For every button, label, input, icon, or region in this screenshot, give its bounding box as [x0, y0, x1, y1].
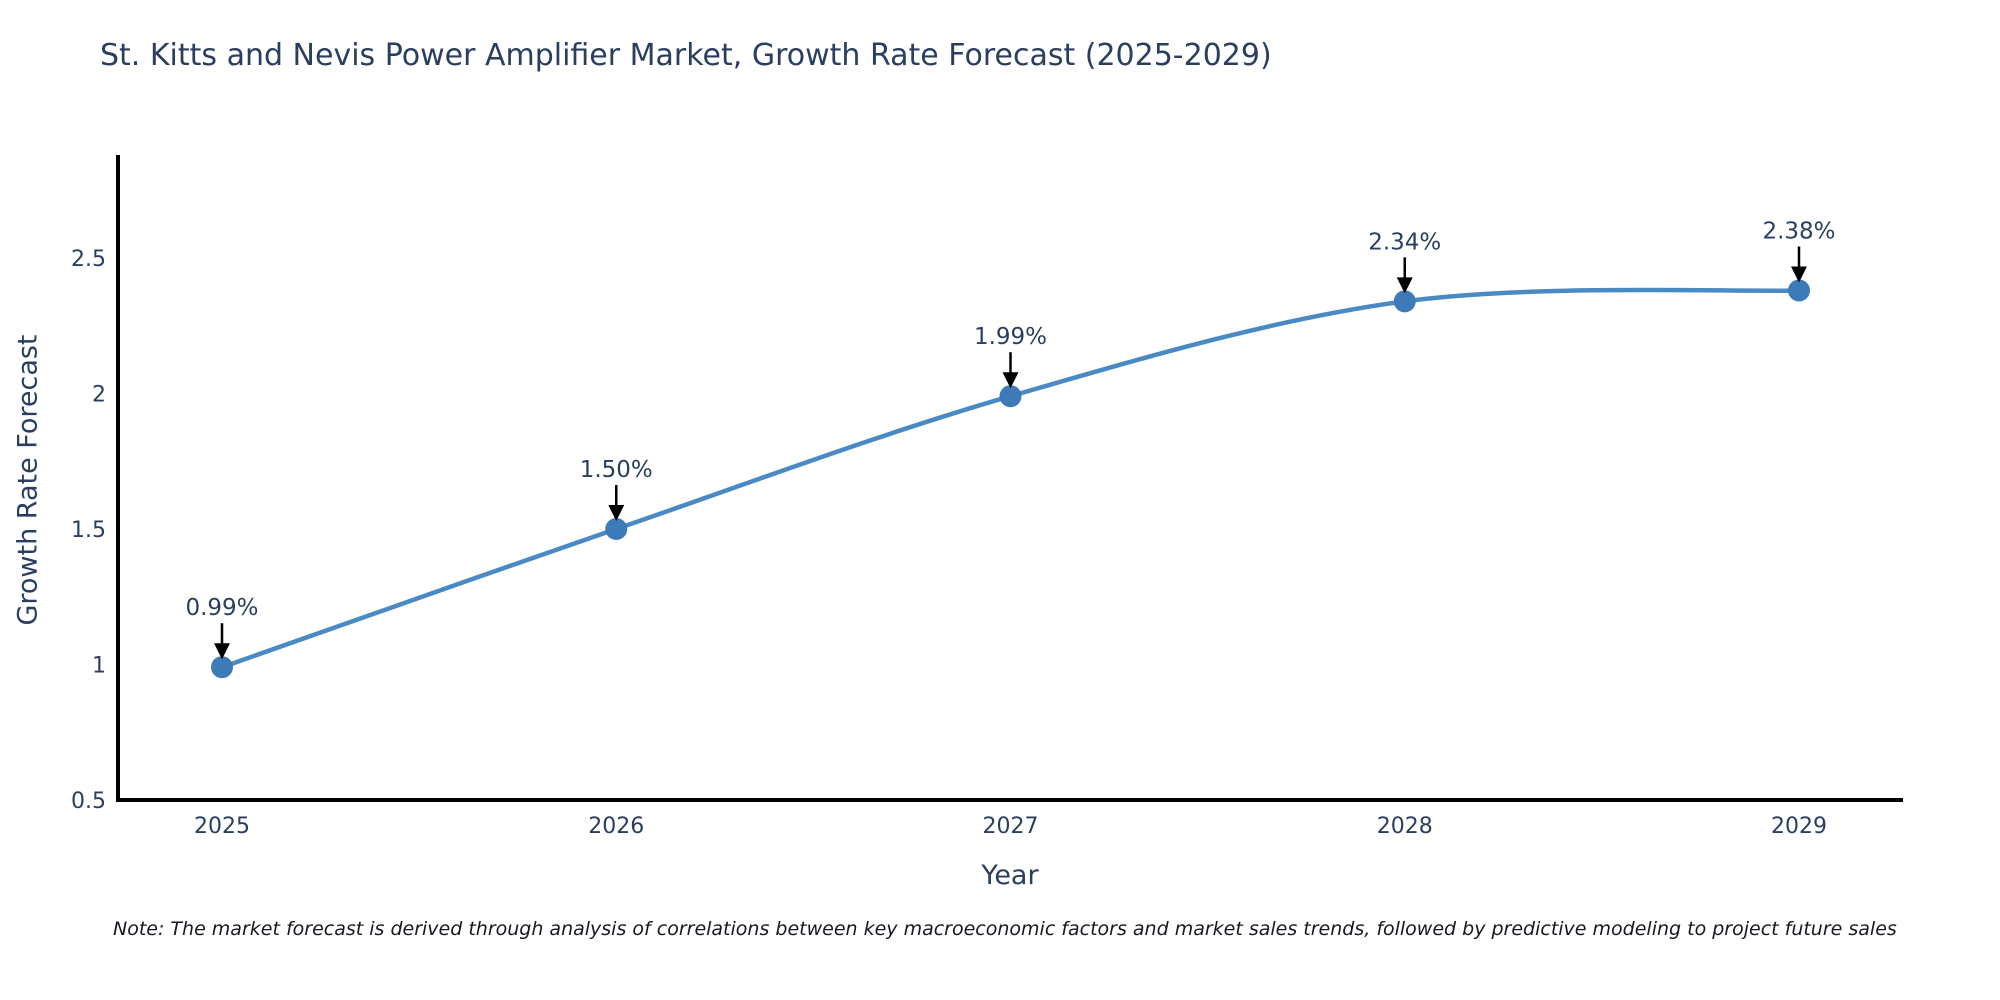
chart-title: St. Kitts and Nevis Power Amplifier Mark…	[100, 38, 1272, 73]
annotation-arrowhead	[1396, 277, 1413, 294]
y-tick-label: 2.5	[71, 247, 106, 272]
footnote: Note: The market forecast is derived thr…	[113, 918, 1897, 940]
x-tick-label: 2027	[983, 814, 1039, 839]
data-point-marker[interactable]	[605, 517, 628, 540]
annotation-arrowhead	[1002, 372, 1019, 389]
data-point-marker[interactable]	[999, 385, 1022, 408]
annotation-label: 1.99%	[974, 324, 1047, 350]
annotation-label: 2.34%	[1368, 229, 1441, 255]
data-point-marker[interactable]	[211, 656, 233, 679]
annotation-arrowhead	[608, 504, 625, 521]
x-tick-label: 2029	[1771, 814, 1827, 839]
x-axis-title: Year	[981, 860, 1039, 891]
annotation-arrowhead	[1791, 266, 1807, 283]
y-tick-label: 0.5	[71, 789, 106, 814]
y-tick-label: 1.5	[71, 518, 106, 543]
x-tick-label: 2025	[194, 814, 250, 839]
y-tick-label: 1	[92, 653, 106, 678]
data-point-marker[interactable]	[1393, 290, 1416, 313]
y-tick-label: 2	[92, 382, 106, 407]
x-tick-label: 2026	[588, 814, 644, 839]
annotation-label: 2.38%	[1762, 219, 1835, 245]
annotation-label: 1.50%	[580, 457, 653, 483]
annotation-label: 0.99%	[185, 595, 258, 621]
annotation-arrowhead	[214, 643, 230, 660]
data-point-marker[interactable]	[1788, 279, 1810, 302]
x-tick-label: 2028	[1377, 814, 1433, 839]
